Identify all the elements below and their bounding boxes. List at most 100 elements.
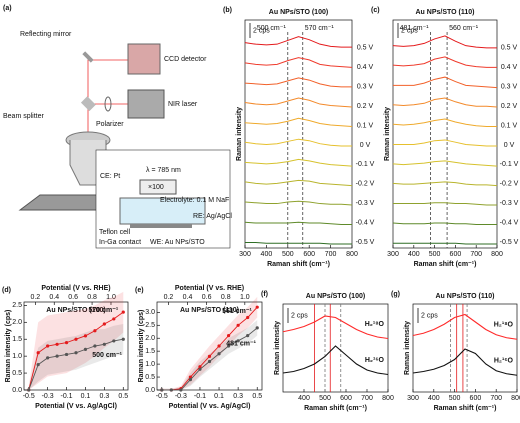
x-tick-label: 0.3 (99, 393, 109, 400)
voltage-label: 0.4 V (357, 64, 374, 71)
label: Polarizer (96, 121, 124, 128)
peak-label: 560 cm⁻¹ (449, 25, 479, 32)
y-tick-label: 2.0 (145, 335, 155, 342)
voltage-label: 0 V (504, 142, 515, 149)
x2-tick-label: 0.4 (183, 294, 193, 301)
y-tick-label: 0.0 (145, 387, 155, 394)
spectrum (392, 97, 498, 108)
spectrum (244, 57, 353, 68)
objective-inset (139, 179, 177, 195)
nir-laser-box (127, 89, 165, 119)
x-axis-label: Potential (V vs. Ag/AgCl) (35, 403, 117, 410)
point (121, 310, 125, 314)
x-tick-label: 400 (428, 395, 440, 402)
beam (87, 59, 128, 140)
y-tick-label: 0.5 (12, 370, 22, 377)
point (217, 344, 221, 348)
x-tick-label: 500 (429, 251, 441, 258)
voltage-label: 0.1 V (501, 122, 518, 129)
x2-tick-label: 0.6 (202, 294, 212, 301)
panel: (b) Au NPs/STO (100) 300 400 500 600 700 800 Ram… (223, 7, 375, 268)
voltage-label: 0.2 V (501, 103, 518, 110)
point (226, 344, 231, 348)
panel-a: (a) Reflecting mirror CCD detector Beam … (3, 5, 232, 249)
voltage-label: 0.2 V (357, 103, 374, 110)
x-tick-label: 500 (449, 395, 461, 402)
point (83, 334, 88, 338)
spectrum (392, 35, 497, 49)
point (160, 388, 164, 392)
y-tick-label: 1.5 (12, 336, 22, 343)
voltage-label: 0 V (360, 142, 371, 149)
panel-label: (f) (261, 291, 268, 298)
label: CCD detector (164, 56, 207, 63)
spectrum (244, 77, 352, 88)
point (46, 356, 50, 360)
beam-splitter (80, 96, 96, 112)
x-tick-label: -0.1 (194, 393, 206, 400)
y-tick-label: 1.5 (145, 348, 155, 355)
peak-label: 500 cm⁻¹ (257, 25, 287, 32)
label: In-Ga contact (99, 239, 141, 246)
plot-frame (156, 301, 263, 391)
y-axis-label: Raman intensity (236, 107, 243, 161)
peak-label: 481 cm⁻¹ (400, 25, 430, 32)
series-label: 561 cm⁻¹ (222, 308, 252, 315)
x2-tick-label: 0.2 (30, 294, 40, 301)
spectrum (244, 179, 353, 187)
point (198, 367, 202, 371)
point (236, 323, 240, 327)
x-tick-label: 700 (361, 395, 373, 402)
plot-frame (244, 19, 353, 249)
spectrum (412, 348, 518, 376)
point (64, 341, 69, 345)
panel: (c) Au NPs/STO (110) 300 400 500 600 700 800 Ram… (371, 7, 519, 268)
x2-axis-label: Potential (V vs. RHE) (41, 285, 110, 292)
x-tick-label: 600 (340, 395, 352, 402)
spectrum (392, 222, 497, 226)
point (255, 305, 259, 309)
voltage-label: 0.5 V (501, 45, 518, 52)
point (188, 375, 193, 379)
panel-title: Au NPs/STO (100) (46, 307, 105, 314)
polarizer (104, 96, 112, 112)
x-tick-label: 300 (387, 251, 399, 258)
panel: (d) Au NPs/STO (100) -0.5 -0.3 -0.1 0.1 0.3 0.5… (2, 285, 129, 410)
x-tick-label: 600 (470, 395, 482, 402)
x2-tick-label: 1.0 (106, 294, 116, 301)
panel-label: (a) (3, 5, 12, 12)
label: ×100 (148, 184, 164, 191)
x2-tick-label: 0.6 (68, 294, 78, 301)
spectrum (245, 241, 352, 245)
mirror (82, 51, 94, 63)
y-axis-label: Raman intensity (274, 321, 281, 375)
panel: (e) Au NPs/STO (110) -0.5 -0.3 -0.1 0.1 0.3 0.5… (135, 285, 263, 410)
x-axis-label: Potential (V vs. Ag/AgCl) (169, 403, 251, 410)
y-tick-label: 3.0 (145, 309, 155, 316)
x2-tick-label: 0.8 (221, 294, 231, 301)
voltage-label: 0.5 V (357, 45, 374, 52)
x2-tick-label: 0.8 (87, 294, 97, 301)
panel-label: (d) (2, 287, 11, 294)
series-label: H₂¹⁸O (365, 321, 385, 328)
point (121, 337, 125, 341)
y-tick-label: 0.0 (12, 387, 22, 394)
plot-frame (23, 301, 129, 391)
x-tick-label: 300 (239, 251, 251, 258)
point (188, 378, 193, 382)
voltage-label: -0.3 V (356, 200, 375, 207)
label: λ = 785 nm (146, 167, 181, 174)
y-tick-label: 2.5 (145, 322, 155, 329)
spectrum (282, 345, 389, 376)
x2-tick-label: 0.2 (164, 294, 174, 301)
x-tick-label: 400 (408, 251, 420, 258)
panel-label: (b) (223, 7, 232, 14)
x-tick-label: 400 (298, 395, 310, 402)
y-axis-label: Raman intensity (384, 107, 391, 161)
x-tick-label: 0.1 (81, 393, 91, 400)
spectrum (393, 76, 498, 89)
point (246, 315, 250, 320)
point (207, 354, 212, 358)
x-axis-label: Raman shift (cm⁻¹) (267, 261, 330, 268)
